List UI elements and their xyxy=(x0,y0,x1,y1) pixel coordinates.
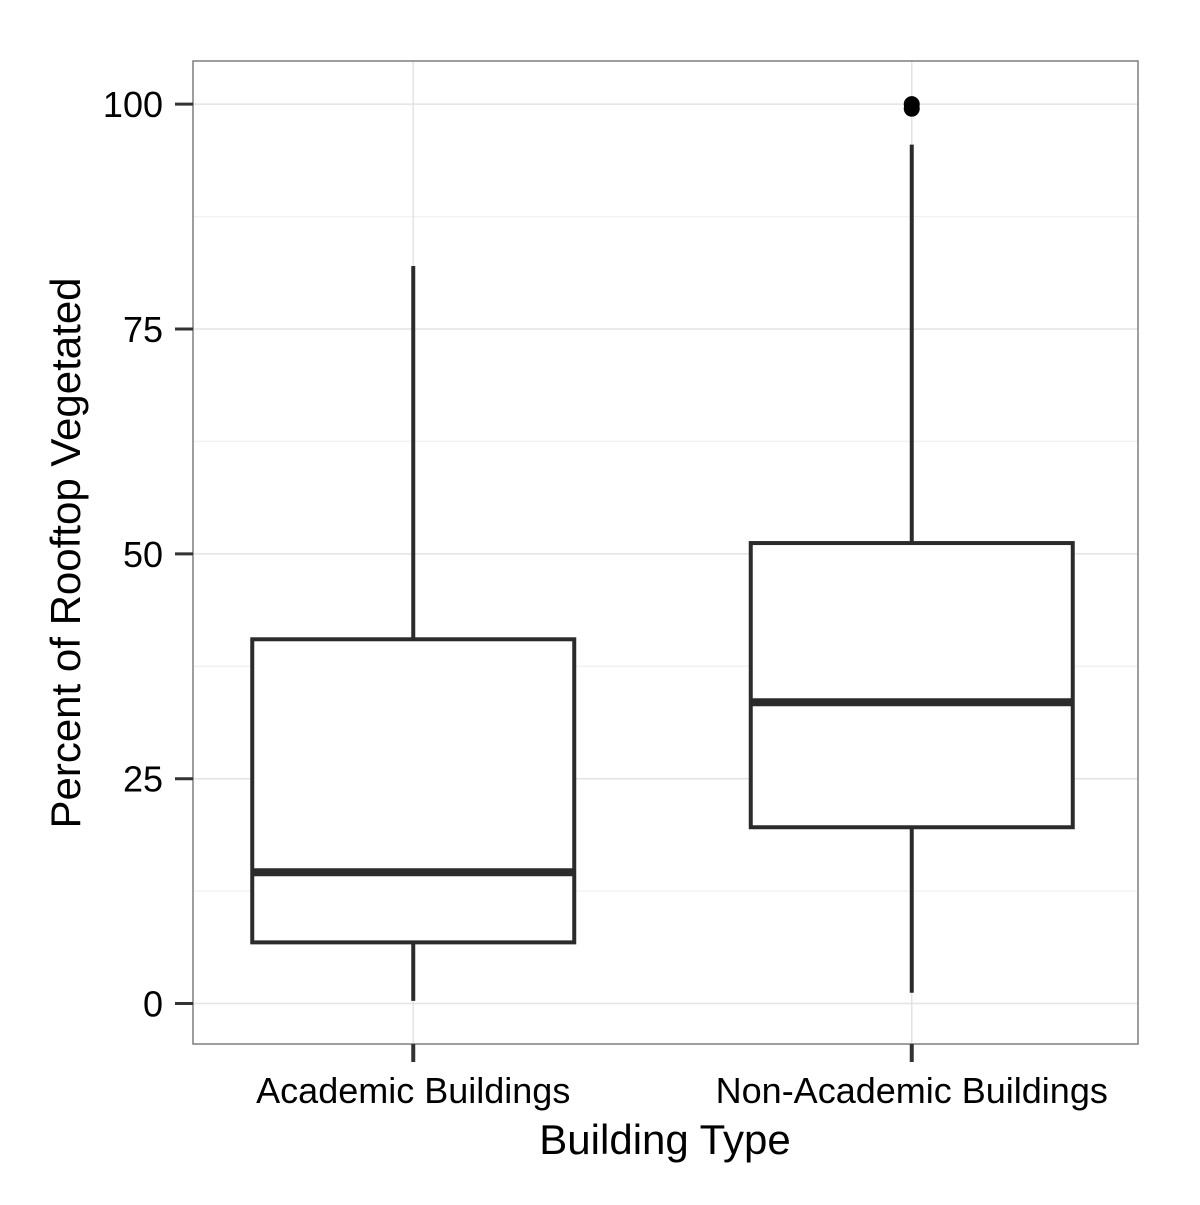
axis-layer: 0 25 50 75 100 Academic Buildings Non-Academic… xyxy=(103,84,1108,1111)
y-tick-label: 25 xyxy=(123,759,163,800)
y-tick-label: 100 xyxy=(103,84,163,125)
box-layer xyxy=(250,96,1075,1001)
y-tick-label: 0 xyxy=(143,984,163,1025)
box-group xyxy=(250,266,577,1001)
y-axis-title: Percent of Rooftop Vegetated xyxy=(42,277,89,828)
x-axis-title: Building Type xyxy=(539,1116,790,1163)
box-iqr xyxy=(250,637,577,945)
y-tick-label: 75 xyxy=(123,309,163,350)
x-tick-label: Academic Buildings xyxy=(256,1070,570,1111)
x-tick-label: Non-Academic Buildings xyxy=(716,1070,1108,1111)
box-group xyxy=(748,96,1075,993)
box-iqr xyxy=(748,541,1075,830)
y-tick-label: 50 xyxy=(123,534,163,575)
outlier-point xyxy=(903,96,920,113)
